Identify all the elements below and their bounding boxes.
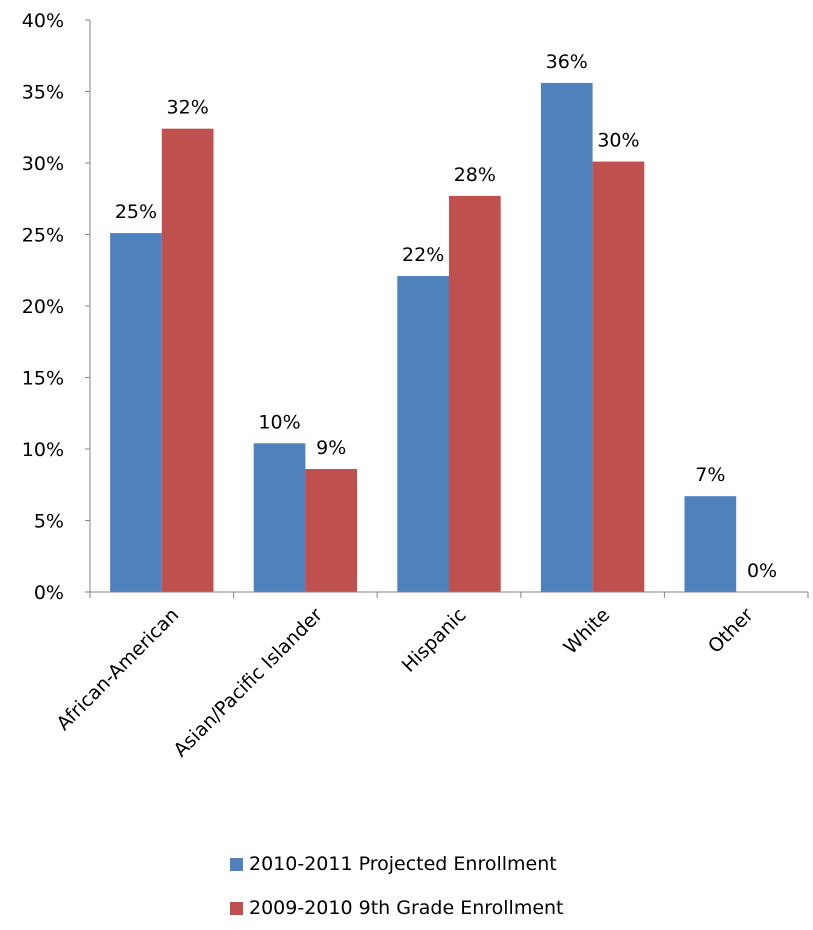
y-tick-label: 5% (34, 511, 64, 533)
bar-series-2 (161, 128, 214, 592)
legend-swatch-series-2 (230, 901, 243, 915)
bar-series-2 (592, 161, 645, 592)
x-tick-label: Other (704, 604, 758, 658)
y-tick-label: 10% (22, 439, 64, 461)
bar-series-1 (684, 496, 737, 592)
x-tick-label: Hispanic (398, 604, 471, 677)
y-tick-label: 20% (22, 296, 64, 318)
y-axis: 0% 5% 10% 15% 20% 25% 30% 35% 40% (22, 10, 91, 604)
data-label: 7% (695, 464, 725, 486)
data-label: 22% (402, 244, 444, 266)
bar-series-1 (397, 275, 449, 592)
bar-chart: 0% 5% 10% 15% 20% 25% 30% 35% 40% 25% 32% 10% 9% 22%… (22, 10, 809, 762)
data-labels: 25% 32% 10% 9% 22% 28% 36% 30% 7% 0% (115, 51, 777, 582)
bar-series-2 (449, 195, 501, 592)
legend-item-series-1: 2010-2011 Projected Enrollment (230, 842, 564, 886)
bar-series-1 (540, 82, 593, 593)
y-tick-label: 40% (22, 10, 64, 32)
x-tick-label: Asian/Pacific Islander (169, 604, 327, 762)
y-tick-label: 25% (22, 225, 64, 247)
y-tick-label: 35% (22, 82, 64, 104)
data-label: 36% (546, 51, 588, 73)
bar-series-2 (305, 469, 358, 592)
y-tick-label: 15% (22, 368, 64, 390)
legend: 2010-2011 Projected Enrollment 2009-2010… (230, 842, 564, 930)
data-label: 28% (454, 164, 496, 186)
x-tick-label: African-American (52, 604, 183, 735)
x-tick-label: White (560, 604, 615, 659)
data-label: 0% (747, 560, 777, 582)
bar-series-1 (253, 443, 306, 592)
legend-label-series-2: 2009-2010 9th Grade Enrollment (249, 897, 564, 919)
data-label: 30% (597, 130, 639, 152)
bars (110, 82, 737, 593)
data-label: 9% (316, 437, 346, 459)
legend-label-series-1: 2010-2011 Projected Enrollment (249, 853, 557, 875)
data-label: 32% (167, 97, 209, 119)
data-label: 10% (258, 411, 300, 433)
legend-swatch-series-1 (230, 857, 243, 871)
y-tick-label: 30% (22, 153, 64, 175)
bar-series-1 (110, 233, 162, 592)
legend-item-series-2: 2009-2010 9th Grade Enrollment (230, 886, 564, 930)
y-tick-label: 0% (34, 582, 64, 604)
data-label: 25% (115, 201, 157, 223)
